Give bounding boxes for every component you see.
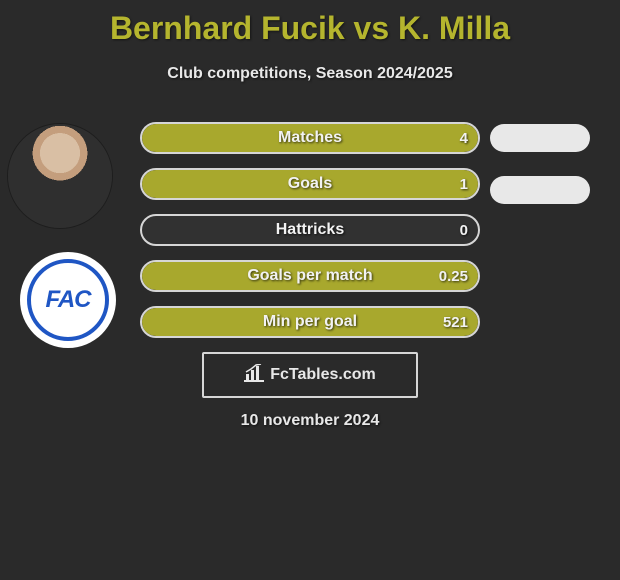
club-badge-text: FAC [27, 259, 109, 341]
stat-row: Matches4 [140, 122, 480, 154]
stat-row: Hattricks0 [140, 214, 480, 246]
stat-row: Goals per match0.25 [140, 260, 480, 292]
stat-label: Goals [142, 175, 478, 193]
club-badge: FAC [20, 252, 116, 348]
stat-value: 521 [443, 314, 468, 331]
subtitle: Club competitions, Season 2024/2025 [0, 65, 620, 83]
stat-row: Goals1 [140, 168, 480, 200]
footer-brand-box: FcTables.com [202, 352, 418, 398]
chart-icon [244, 364, 264, 387]
stat-value: 1 [460, 176, 468, 193]
stat-label: Matches [142, 129, 478, 147]
stat-value: 0 [460, 222, 468, 239]
stat-value: 0.25 [439, 268, 468, 285]
stat-value: 4 [460, 130, 468, 147]
stat-label: Min per goal [142, 313, 478, 331]
stat-label: Hattricks [142, 221, 478, 239]
page-title: Bernhard Fucik vs K. Milla [0, 0, 620, 47]
stats-bars: Matches4Goals1Hattricks0Goals per match0… [140, 122, 480, 352]
footer-brand-text: FcTables.com [270, 366, 376, 384]
player-avatar [8, 124, 112, 228]
opponent-pill [490, 176, 590, 204]
opponent-pill [490, 124, 590, 152]
stat-row: Min per goal521 [140, 306, 480, 338]
stat-label: Goals per match [142, 267, 478, 285]
date-text: 10 november 2024 [0, 412, 620, 430]
